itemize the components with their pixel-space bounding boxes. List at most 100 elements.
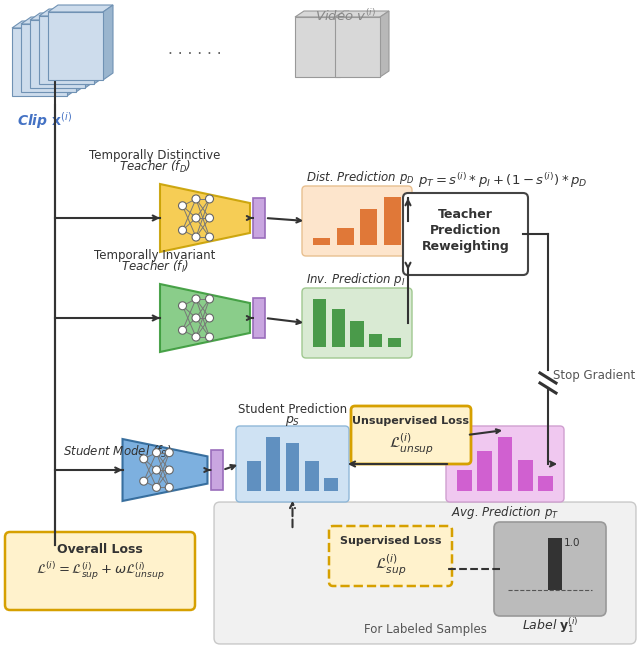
Circle shape bbox=[205, 214, 214, 222]
Polygon shape bbox=[30, 13, 95, 20]
Polygon shape bbox=[103, 5, 113, 80]
Polygon shape bbox=[94, 9, 104, 84]
Text: Temporally Invariant: Temporally Invariant bbox=[94, 249, 216, 262]
Circle shape bbox=[140, 477, 148, 485]
FancyBboxPatch shape bbox=[446, 426, 564, 502]
Circle shape bbox=[205, 295, 214, 303]
Bar bbox=[548, 538, 562, 590]
Circle shape bbox=[192, 295, 200, 303]
FancyBboxPatch shape bbox=[351, 406, 471, 464]
Circle shape bbox=[205, 314, 214, 322]
Text: Unsupervised Loss: Unsupervised Loss bbox=[353, 416, 470, 426]
Polygon shape bbox=[21, 17, 86, 24]
Text: Inv. Prediction $p_I$: Inv. Prediction $p_I$ bbox=[306, 271, 406, 288]
Bar bbox=[498, 437, 512, 491]
Bar bbox=[313, 299, 326, 347]
Circle shape bbox=[140, 455, 148, 463]
Bar bbox=[12, 28, 67, 96]
Circle shape bbox=[179, 201, 186, 210]
Polygon shape bbox=[12, 21, 77, 28]
Bar bbox=[324, 477, 338, 491]
Text: 1.0: 1.0 bbox=[564, 538, 580, 548]
Bar bbox=[266, 437, 280, 491]
Text: $\mathcal{L}^{(i)} = \mathcal{L}_{sup}^{(i)} + \omega\mathcal{L}_{unsup}^{(i)}$: $\mathcal{L}^{(i)} = \mathcal{L}_{sup}^{… bbox=[36, 561, 164, 582]
Polygon shape bbox=[48, 5, 113, 12]
Polygon shape bbox=[39, 9, 104, 16]
Circle shape bbox=[165, 466, 173, 474]
Circle shape bbox=[179, 302, 186, 310]
Polygon shape bbox=[160, 184, 250, 252]
Circle shape bbox=[192, 214, 200, 222]
Text: Prediction: Prediction bbox=[429, 224, 501, 237]
Polygon shape bbox=[335, 11, 389, 17]
Text: Teacher ($f_D$): Teacher ($f_D$) bbox=[119, 159, 191, 175]
Text: Teacher: Teacher bbox=[438, 208, 493, 221]
Bar bbox=[253, 198, 265, 238]
Text: Dist. Prediction $p_D$: Dist. Prediction $p_D$ bbox=[306, 169, 415, 186]
Circle shape bbox=[192, 195, 200, 203]
Bar bbox=[247, 462, 260, 491]
Bar bbox=[253, 298, 265, 338]
Text: $\mathcal{L}_{unsup}^{(i)}$: $\mathcal{L}_{unsup}^{(i)}$ bbox=[388, 432, 433, 457]
Circle shape bbox=[179, 326, 186, 334]
Text: Overall Loss: Overall Loss bbox=[57, 543, 143, 556]
Text: Avg. Prediction $p_T$: Avg. Prediction $p_T$ bbox=[451, 504, 559, 521]
Bar bbox=[21, 24, 76, 92]
FancyBboxPatch shape bbox=[302, 288, 412, 358]
Text: Video $v^{(i)}$: Video $v^{(i)}$ bbox=[314, 8, 376, 24]
Text: Supervised Loss: Supervised Loss bbox=[340, 536, 441, 546]
Bar bbox=[332, 308, 345, 347]
Bar bbox=[39, 16, 94, 84]
Text: . . . . . .: . . . . . . bbox=[168, 42, 222, 57]
FancyBboxPatch shape bbox=[5, 532, 195, 610]
FancyBboxPatch shape bbox=[494, 522, 606, 616]
Bar bbox=[285, 443, 300, 491]
Bar bbox=[211, 450, 223, 490]
Text: For Labeled Samples: For Labeled Samples bbox=[364, 623, 486, 636]
Bar bbox=[305, 462, 319, 491]
Text: Student Prediction: Student Prediction bbox=[238, 403, 347, 416]
Bar bbox=[457, 471, 472, 491]
Text: Temporally Distinctive: Temporally Distinctive bbox=[90, 149, 221, 162]
Bar bbox=[477, 451, 492, 491]
Circle shape bbox=[192, 314, 200, 322]
Circle shape bbox=[179, 226, 186, 234]
FancyBboxPatch shape bbox=[236, 426, 349, 502]
Bar bbox=[518, 460, 532, 491]
Text: Reweighting: Reweighting bbox=[422, 240, 509, 253]
Bar bbox=[295, 17, 340, 77]
Bar bbox=[350, 321, 364, 347]
Text: $p_S$: $p_S$ bbox=[285, 414, 300, 428]
Circle shape bbox=[205, 333, 214, 341]
Circle shape bbox=[192, 233, 200, 241]
Polygon shape bbox=[160, 284, 250, 352]
Polygon shape bbox=[340, 11, 349, 77]
Bar bbox=[48, 12, 103, 80]
Bar bbox=[30, 20, 85, 88]
Circle shape bbox=[152, 449, 161, 456]
Text: Stop Gradient: Stop Gradient bbox=[553, 368, 636, 381]
Bar bbox=[384, 197, 401, 245]
Circle shape bbox=[152, 483, 161, 492]
FancyBboxPatch shape bbox=[302, 186, 412, 256]
Bar bbox=[335, 17, 380, 77]
Polygon shape bbox=[122, 439, 207, 501]
Circle shape bbox=[205, 195, 214, 203]
Bar bbox=[313, 238, 330, 245]
Polygon shape bbox=[295, 11, 349, 17]
Polygon shape bbox=[76, 17, 86, 92]
Bar bbox=[360, 209, 378, 245]
Text: Student Model ($f_S$): Student Model ($f_S$) bbox=[63, 444, 172, 460]
Bar bbox=[337, 228, 354, 245]
Bar bbox=[538, 476, 553, 491]
Text: $p_T = s^{(i)} * p_I + (1 - s^{(i)}) * p_D$: $p_T = s^{(i)} * p_I + (1 - s^{(i)}) * p… bbox=[418, 171, 588, 190]
Circle shape bbox=[192, 333, 200, 341]
FancyBboxPatch shape bbox=[329, 526, 452, 586]
Circle shape bbox=[205, 233, 214, 241]
Text: $\mathcal{L}_{sup}^{(i)}$: $\mathcal{L}_{sup}^{(i)}$ bbox=[375, 553, 406, 578]
FancyBboxPatch shape bbox=[403, 193, 528, 275]
Text: Label $\mathbf{y}_1^{(i)}$: Label $\mathbf{y}_1^{(i)}$ bbox=[522, 615, 579, 634]
FancyBboxPatch shape bbox=[214, 502, 636, 644]
Circle shape bbox=[165, 449, 173, 456]
Text: Clip $\mathbf{x}^{(i)}$: Clip $\mathbf{x}^{(i)}$ bbox=[17, 110, 72, 131]
